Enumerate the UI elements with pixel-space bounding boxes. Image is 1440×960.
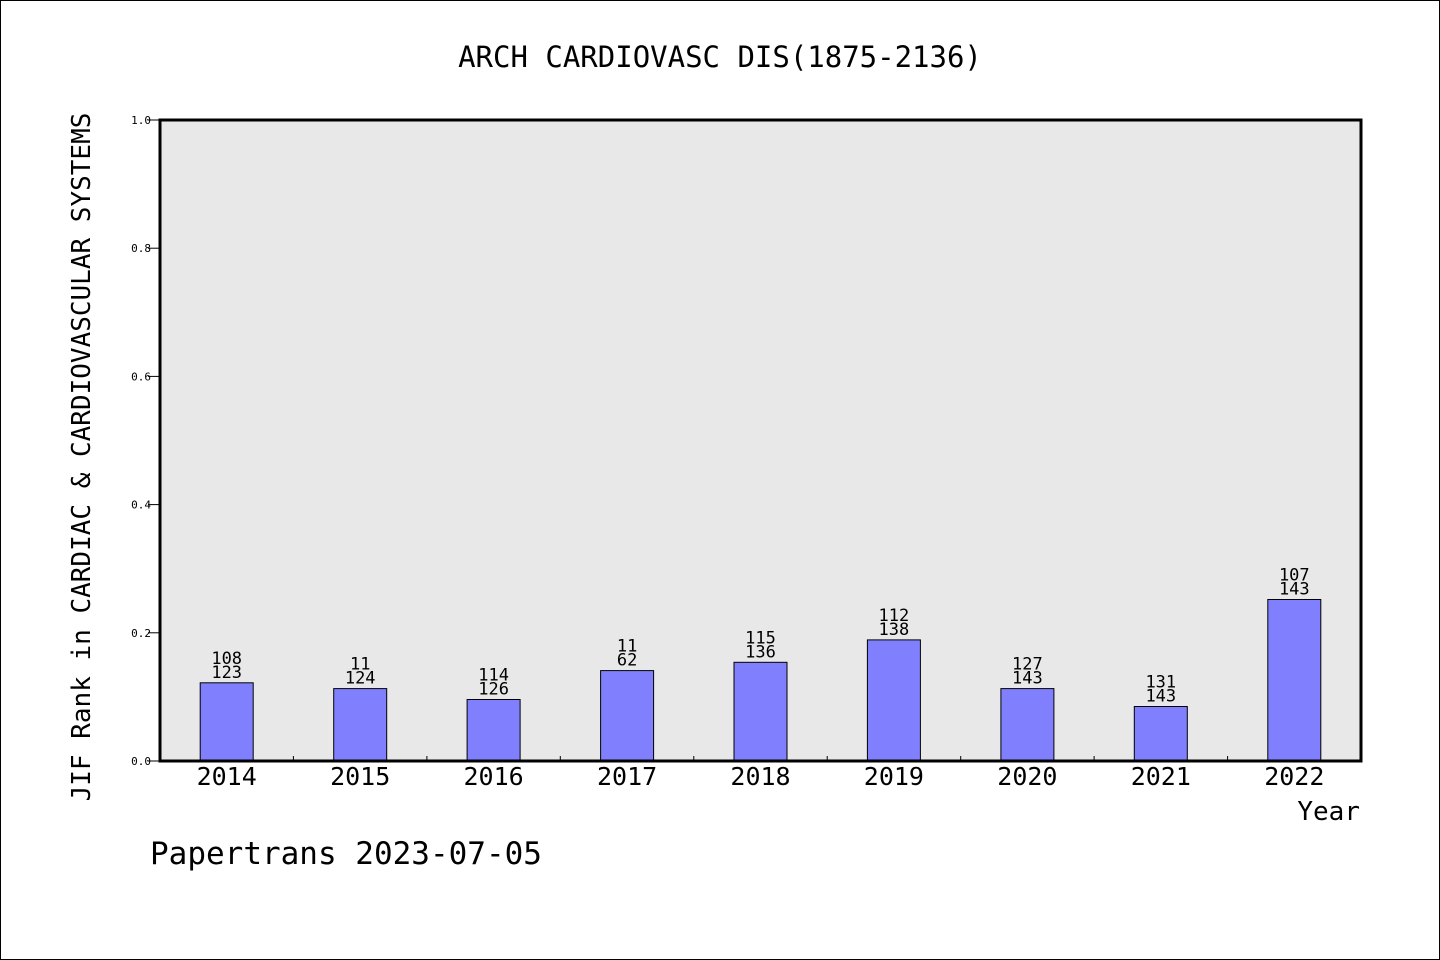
y-ticks-group: 0.0 0.2 0.4 0.6 0.8 1.0 [131, 114, 160, 768]
x-ticks-group: 2014 2015 2016 2017 2018 2019 2020 2021 2022 [197, 756, 1324, 791]
bar-rank-label-2019: 112 [879, 606, 910, 626]
bar-rank-label-2016: 114 [478, 666, 509, 686]
x-tick-label-2016: 2016 [463, 762, 523, 791]
bar-rank-label-2020: 127 [1012, 655, 1043, 675]
bar-2017 [600, 670, 655, 762]
bar-rank-label-2022: 107 [1279, 566, 1310, 586]
x-axis-label: Year [1297, 797, 1360, 827]
bar-2014 [199, 682, 254, 762]
bar-2022 [1267, 599, 1322, 762]
bar-total-label-2021: 143 [1145, 687, 1176, 707]
bar-2015 [333, 688, 388, 762]
bars-group [199, 599, 1322, 762]
bar-total-label-2015: 124 [345, 669, 376, 689]
plot-area [160, 120, 1361, 761]
bar-total-label-2014: 123 [211, 663, 242, 683]
x-tick-label-2015: 2015 [330, 762, 390, 791]
bar-2019 [866, 639, 921, 762]
bar-total-label-2017: 62 [617, 651, 637, 671]
bar-total-label-2018: 136 [745, 642, 776, 662]
y-tick-label: 0.6 [131, 370, 151, 383]
y-axis-label: JIF Rank in CARDIAC & CARDIOVASCULAR SYS… [67, 113, 97, 802]
chart-title: ARCH CARDIOVASC DIS(1875-2136) [458, 40, 982, 74]
x-tick-label-2019: 2019 [864, 762, 924, 791]
y-tick-label: 0.2 [131, 627, 151, 640]
bar-total-label-2016: 126 [478, 680, 509, 700]
x-tick-label-2014: 2014 [197, 762, 257, 791]
y-tick-label: 0.0 [131, 755, 151, 768]
bar-2020 [1000, 688, 1055, 762]
y-tick-label: 0.8 [131, 242, 151, 255]
x-tick-label-2022: 2022 [1264, 762, 1324, 791]
x-tick-label-2020: 2020 [997, 762, 1057, 791]
x-tick-label-2017: 2017 [597, 762, 657, 791]
bar-total-label-2020: 143 [1012, 669, 1043, 689]
bar-rank-label-2014: 108 [211, 649, 242, 669]
footer-text: Papertrans 2023-07-05 [150, 836, 542, 872]
bar-rank-label-2015: 11 [350, 655, 370, 675]
x-tick-label-2021: 2021 [1131, 762, 1191, 791]
plot-border [158, 118, 1363, 763]
y-tick-label: 1.0 [131, 114, 151, 127]
bar-2016 [466, 699, 521, 762]
bar-rank-label-2021: 131 [1145, 673, 1176, 693]
x-tick-label-2018: 2018 [730, 762, 790, 791]
bar-total-label-2019: 138 [879, 620, 910, 640]
bar-rank-label-2017: 11 [617, 637, 637, 657]
bar-total-label-2022: 143 [1279, 580, 1310, 600]
bar-rank-label-2018: 115 [745, 628, 776, 648]
y-tick-label: 0.4 [131, 499, 151, 512]
bar-2018 [733, 661, 788, 762]
bar-2021 [1133, 706, 1188, 762]
